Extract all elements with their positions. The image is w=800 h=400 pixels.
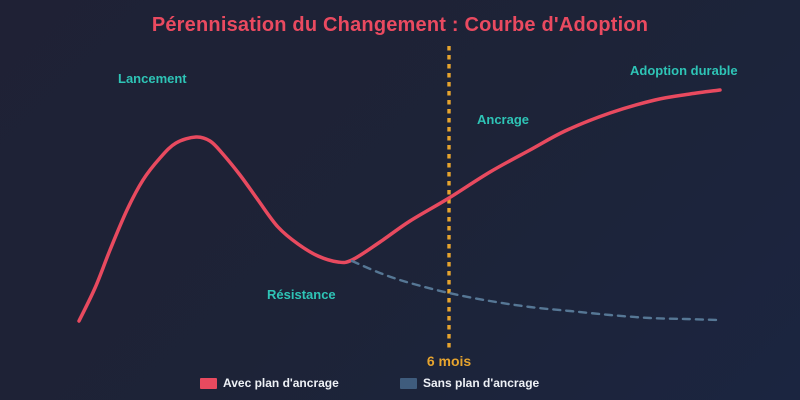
legend-label-without-plan: Sans plan d'ancrage bbox=[423, 376, 540, 390]
curve-without-plan bbox=[350, 259, 719, 322]
legend-swatch-without-plan bbox=[400, 377, 417, 389]
curve-with-plan bbox=[77, 88, 722, 323]
annotation-resistance: Résistance bbox=[267, 287, 336, 302]
annotation-lancement: Lancement bbox=[118, 71, 187, 86]
chart-title: Pérennisation du Changement : Courbe d'A… bbox=[151, 14, 649, 36]
legend-item-with-plan: Avec plan d'ancrage bbox=[200, 376, 339, 390]
legend-label-with-plan: Avec plan d'ancrage bbox=[223, 376, 339, 390]
milestone-6-months-label: 6 mois bbox=[426, 353, 472, 369]
annotation-ancrage: Ancrage bbox=[477, 112, 530, 127]
legend-swatch-with-plan bbox=[200, 377, 217, 389]
annotation-adoption-durable: Adoption durable bbox=[630, 63, 738, 78]
legend-item-without-plan: Sans plan d'ancrage bbox=[400, 376, 539, 390]
